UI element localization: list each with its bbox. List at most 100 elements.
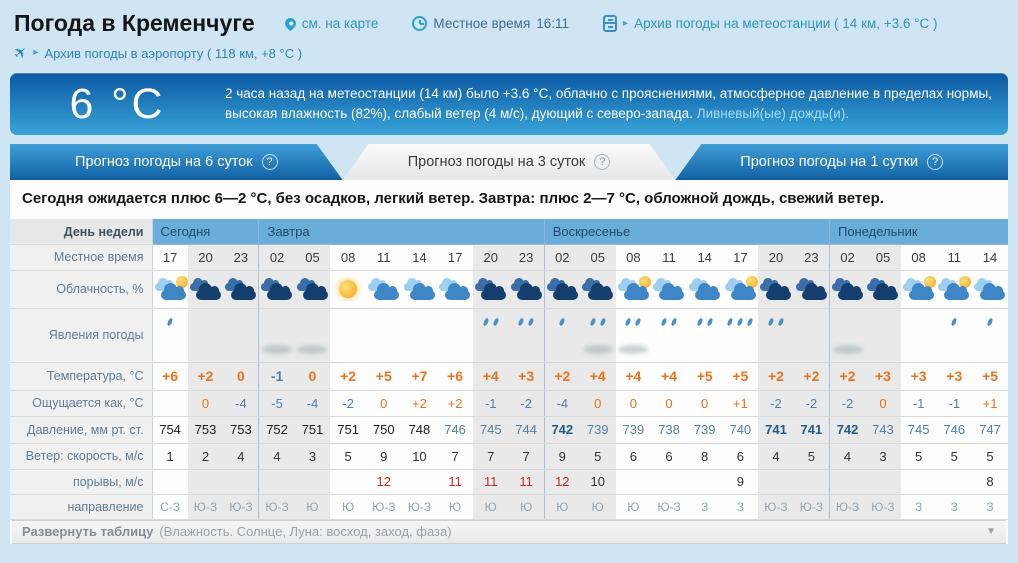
station-archive-link[interactable]: ▸ Архив погоды на метеостанции ( 14 км, …: [603, 15, 938, 32]
clouds-night-icon: ☾: [295, 273, 330, 304]
chevron-right-icon: ▸: [623, 17, 629, 29]
rain-drop-icon: [492, 317, 500, 327]
rain-drop-icon: [986, 317, 994, 327]
cloud-cell: [330, 270, 366, 309]
weather-page: Погода в Кременчуге см. на карте Местное…: [0, 0, 1018, 544]
clouds-dark-icon: [545, 274, 580, 304]
time-cell: 20: [758, 244, 794, 271]
blurred-phenomena: [832, 344, 863, 354]
time-cell: 17: [152, 244, 188, 271]
cloud-cell: ☾: [258, 270, 295, 309]
cloud-shape: [373, 283, 399, 301]
phenomena-cell: [223, 308, 259, 363]
airport-archive-label: Архив погоды в аэропорту ( 118 км, +8 °C…: [44, 45, 303, 61]
cloud-shape: [552, 283, 578, 301]
help-icon[interactable]: ?: [594, 154, 610, 170]
wind-speed-cell: 2: [187, 443, 224, 470]
map-link[interactable]: см. на карте: [282, 15, 378, 32]
rain-drop-icon: [624, 317, 632, 327]
feels-like-cell: -1: [900, 390, 937, 417]
help-icon[interactable]: ?: [262, 154, 278, 170]
current-conditions-banner: 6 °C 2 часа назад на метеостанции (14 км…: [10, 73, 1008, 135]
phenomena-cell: [508, 308, 545, 363]
phenomena-cell: [865, 308, 901, 363]
feels-like-cell: -2: [508, 390, 545, 417]
wind-direction-cell: Ю-З: [758, 494, 794, 520]
clock-icon: [412, 16, 428, 31]
cloud-cell: [401, 270, 438, 309]
temperature-cell: +2: [758, 362, 794, 391]
cloud-cell: ☾: [223, 270, 259, 309]
blurred-phenomena: [582, 344, 613, 354]
temperature-cell: +2: [543, 362, 580, 391]
wind-speed-cell: 3: [294, 443, 331, 470]
expand-table-bar[interactable]: Развернуть таблицу (Влажность. Солнце, Л…: [12, 519, 1006, 544]
row-pressure: Давление, мм рт. ст. 754 753 753 752 751 751 75…: [10, 416, 1008, 444]
time-cell: 20: [472, 244, 509, 271]
time-cell: 11: [651, 244, 687, 271]
row-label-pressure: Давление, мм рт. ст.: [10, 416, 153, 444]
rain-drop-icon: [767, 317, 775, 327]
forecast-tabs: Прогноз погоды на 6 суток ? Прогноз пого…: [10, 144, 1009, 180]
phenomena-cell: [187, 308, 224, 363]
wind-direction-cell: Ю-З: [223, 494, 259, 520]
wind-gust-cell: [758, 469, 794, 495]
cloud-sun-icon: [723, 274, 759, 304]
phenomena-cell: [900, 308, 937, 363]
wind-direction-cell: Ю: [579, 494, 616, 520]
temperature-cell: -1: [258, 362, 295, 391]
pressure-cell: 745: [900, 416, 937, 444]
conditions-precip-text: Ливневый(ые) дождь(и).: [696, 106, 850, 121]
phenomena-cell: [722, 308, 759, 363]
wind-speed-cell: 4: [758, 443, 794, 470]
time-cell: 02: [543, 244, 580, 271]
tab-forecast-3-days[interactable]: Прогноз погоды на 3 суток ?: [343, 144, 676, 180]
cloud-shape: [659, 283, 685, 301]
wind-direction-cell: Ю: [615, 494, 652, 520]
feels-like-cell: +1: [972, 390, 1008, 417]
clouds-icon: [972, 274, 1008, 304]
clouds-night-icon: ☾: [260, 273, 295, 304]
row-label-phenomena: Явления погоды: [10, 308, 153, 363]
wind-speed-cell: 5: [972, 443, 1008, 470]
wind-speed-cell: 7: [437, 443, 473, 470]
feels-like-cell: -1: [472, 390, 509, 417]
wind-speed-cell: 5: [579, 443, 616, 470]
pressure-cell: 751: [330, 416, 366, 444]
feels-like-cell: -2: [793, 390, 830, 417]
row-label-clouds: Облачность, %: [10, 270, 153, 309]
rain-drop-icon: [736, 317, 744, 327]
help-icon[interactable]: ?: [927, 154, 944, 170]
wind-gust-cell: 12: [365, 469, 402, 495]
airport-archive-link[interactable]: ✈ ▸ Архив погоды в аэропорту ( 118 км, +…: [8, 37, 1010, 64]
pressure-cell: 741: [758, 416, 794, 444]
pressure-cell: 744: [508, 416, 545, 444]
pressure-cell: 739: [615, 416, 652, 444]
wind-speed-cell: 1: [152, 443, 188, 470]
cloud-sun-icon: [616, 274, 652, 304]
clouds-night-icon: ☾: [473, 273, 509, 304]
rain-drops-icon: [972, 314, 1008, 329]
pressure-cell: 740: [722, 416, 759, 444]
row-label-time: Местное время: [10, 244, 153, 271]
feels-like-cell: -4: [223, 390, 259, 417]
tab-forecast-6-days[interactable]: Прогноз погоды на 6 суток ?: [10, 144, 343, 180]
row-label-wind_speed: Ветер: скорость, м/с: [10, 443, 153, 470]
wind-speed-cell: 5: [793, 443, 830, 470]
wind-direction-cell: Ю-З: [187, 494, 224, 520]
wind-gust-cell: [651, 469, 687, 495]
rain-drops-icon: [580, 314, 616, 329]
temperature-cell: +5: [972, 362, 1008, 391]
current-conditions-text: 2 часа назад на метеостанции (14 км) был…: [225, 84, 1008, 125]
feels-like-cell: -2: [330, 390, 366, 417]
temperature-cell: +5: [722, 362, 759, 391]
wind-gust-cell: [223, 469, 259, 495]
phenomena-cell: [651, 308, 687, 363]
feels-like-cell: 0: [579, 390, 616, 417]
wind-direction-cell: Ю: [294, 494, 331, 520]
clouds-dark-icon: [794, 274, 830, 304]
wind-gust-cell: [686, 469, 723, 495]
cloud-shape: [944, 283, 970, 301]
tab-forecast-1-day[interactable]: Прогноз погоды на 1 сутки ?: [675, 144, 1009, 180]
rain-drop-icon: [660, 317, 668, 327]
